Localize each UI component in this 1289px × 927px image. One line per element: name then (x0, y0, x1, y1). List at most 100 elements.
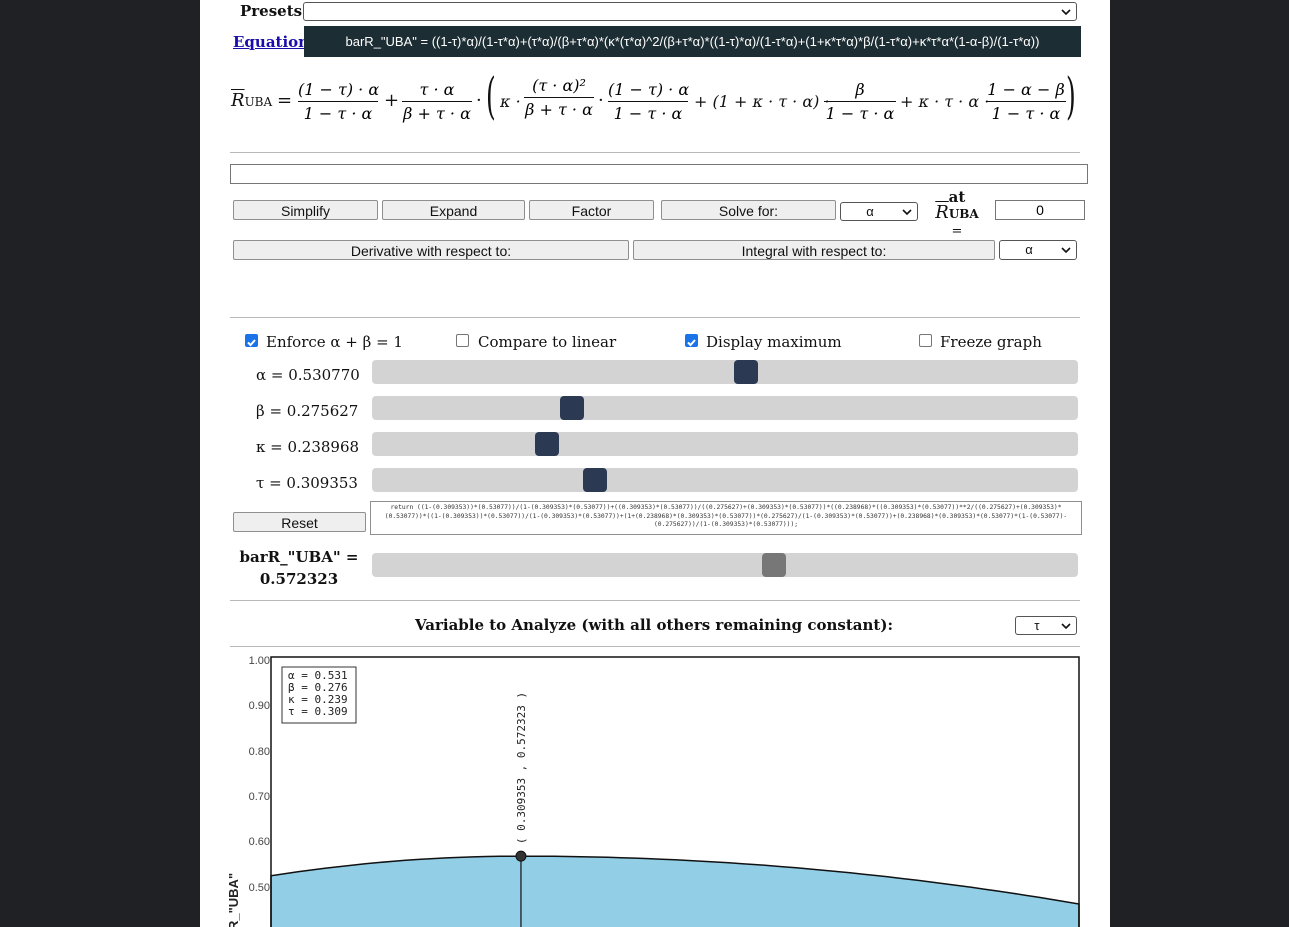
integral-button[interactable]: Integral with respect to: (633, 240, 995, 260)
integral-var-select[interactable]: α (999, 240, 1077, 260)
frac-1-num: (1 − τ) · α (298, 80, 380, 99)
chevron-down-icon (1061, 247, 1071, 254)
reset-button[interactable]: Reset (233, 512, 366, 532)
display-max-checkbox[interactable] (685, 334, 698, 347)
eq-plus-1: + (384, 90, 400, 111)
solve-var-select[interactable]: α (840, 202, 918, 221)
enforce-checkbox[interactable] (245, 334, 258, 347)
frac-2-num: τ · α (419, 80, 455, 99)
frac-5: β 1 − τ · α (824, 80, 896, 123)
analyze-selected: τ (1034, 618, 1040, 633)
tau-slider[interactable] (372, 468, 1078, 492)
y-tick: 0.90 (248, 700, 270, 712)
analyze-select[interactable]: τ (1015, 616, 1077, 635)
derivative-button[interactable]: Derivative with respect to: (233, 240, 629, 260)
alpha-label: α = 0.530770 (256, 366, 360, 384)
at-symbol: R (935, 202, 949, 223)
display-max-label: Display maximum (706, 333, 842, 351)
area-fill (270, 855, 1080, 927)
result-slider-thumb (762, 553, 787, 577)
frac-6: 1 − α − β 1 − τ · α (986, 80, 1066, 123)
kappa-slider[interactable] (372, 432, 1078, 456)
result-value: 0.572323 (259, 570, 339, 588)
compare-checkbox[interactable] (456, 334, 469, 347)
expression-input[interactable] (230, 164, 1088, 184)
enforce-label: Enforce α + β = 1 (266, 333, 403, 351)
frac-3-den: β + τ · α (525, 100, 593, 119)
at-label: at RUBA = (926, 189, 988, 240)
legend-entry: κ = 0.239 (288, 693, 348, 706)
divider-3 (230, 600, 1080, 601)
plot-area: ( 0.309353 , 0.572323 ) α = 0.531 β = 0.… (270, 656, 1080, 927)
divider-2 (230, 317, 1080, 318)
eq-dot-1: · (476, 90, 482, 111)
frac-5-num: β (855, 80, 865, 99)
page: Presets Equation barR_"UBA" = ((1-τ)*α)/… (200, 0, 1110, 927)
solve-for-button[interactable]: Solve for: (661, 200, 836, 220)
integral-var-selected: α (1025, 242, 1033, 257)
simplify-button[interactable]: Simplify (233, 200, 378, 220)
equation-link[interactable]: Equation (233, 33, 310, 51)
at-sub: UBA (948, 207, 979, 221)
frac-4-den: 1 − τ · α (613, 104, 683, 123)
compare-label: Compare to linear (478, 333, 617, 351)
eq-last-term: + κ · τ · α · (900, 92, 990, 111)
alpha-slider[interactable] (372, 360, 1078, 384)
frac-2-den: β + τ · α (403, 104, 471, 123)
divider-1 (230, 152, 1080, 153)
freeze-label: Freeze graph (940, 333, 1042, 351)
legend-entry: β = 0.276 (288, 681, 348, 694)
chevron-down-icon (1061, 9, 1071, 16)
frac-4-num: (1 − τ) · α (608, 80, 690, 99)
at-equals: = (951, 224, 963, 239)
y-tick: 0.70 (248, 791, 270, 803)
at-text: at (948, 188, 966, 206)
plot-frame (270, 656, 1080, 927)
max-label: ( 0.309353 , 0.572323 ) (515, 692, 528, 844)
factor-button[interactable]: Factor (529, 200, 654, 220)
eq-mid-term: + (1 + κ · τ · α) · (694, 92, 830, 111)
eq-lhs: RUBA (231, 90, 272, 111)
y-tick: 0.80 (248, 746, 270, 758)
solve-var-selected: α (866, 204, 874, 219)
chevron-down-icon (902, 209, 912, 216)
presets-label: Presets (240, 2, 303, 20)
eq-lhs-symbol: R (231, 90, 245, 111)
result-label: barR_"UBA" = (239, 548, 359, 566)
frac-5-den: 1 − τ · α (825, 104, 895, 123)
presets-select[interactable] (303, 2, 1077, 21)
eq-dot-2: · (598, 90, 604, 111)
frac-3: (τ · α)² β + τ · α (524, 76, 594, 119)
y-tick: 1.00 (248, 655, 270, 667)
frac-6-num: 1 − α − β (987, 80, 1065, 99)
y-tick: 0.60 (248, 836, 270, 848)
frac-3-num: (τ · α)² (532, 76, 586, 95)
y-tick: 0.50 (248, 882, 270, 894)
eq-paren-open: ( (486, 67, 496, 125)
divider-4 (230, 646, 1080, 647)
code-textarea[interactable]: return ((1-(0.309353))*(0.53077))/(1-(0.… (370, 501, 1082, 535)
eq-kappa: κ · (500, 92, 521, 111)
at-value-input[interactable]: 0 (995, 200, 1085, 220)
expand-button[interactable]: Expand (382, 200, 525, 220)
result-slider (372, 553, 1078, 577)
legend-box (281, 666, 357, 724)
kappa-slider-thumb[interactable] (534, 432, 559, 456)
frac-2: τ · α β + τ · α (402, 80, 472, 123)
frac-1: (1 − τ) · α 1 − τ · α (298, 80, 380, 123)
analyze-label: Variable to Analyze (with all others rem… (415, 616, 893, 634)
frac-1-den: 1 − τ · α (303, 104, 373, 123)
alpha-slider-thumb[interactable] (733, 360, 758, 384)
legend-entry: α = 0.531 (288, 669, 348, 682)
chevron-down-icon (1061, 623, 1071, 630)
frac-6-den: 1 − τ · α (991, 104, 1061, 123)
kappa-label: κ = 0.238968 (256, 438, 360, 456)
beta-label: β = 0.275627 (256, 402, 359, 420)
equation-text[interactable]: barR_"UBA" = ((1-τ)*α)/(1-τ*α)+(τ*α)/(β+… (304, 26, 1081, 57)
beta-slider[interactable] (372, 396, 1078, 420)
freeze-checkbox[interactable] (919, 334, 932, 347)
tau-slider-thumb[interactable] (582, 468, 607, 492)
legend-entry: τ = 0.309 (288, 705, 348, 718)
beta-slider-thumb[interactable] (559, 396, 584, 420)
tau-label: τ = 0.309353 (256, 474, 358, 492)
